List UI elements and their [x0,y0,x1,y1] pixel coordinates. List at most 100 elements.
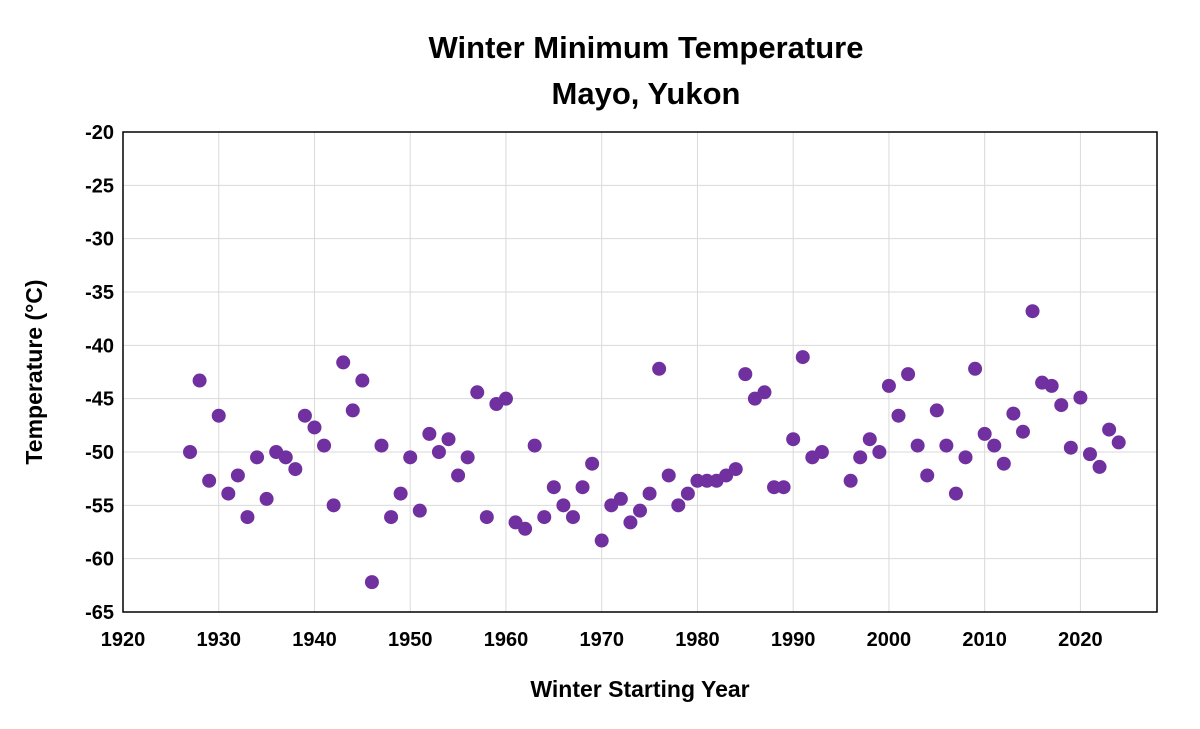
chart-title-line-2: Mayo, Yukon [552,76,741,111]
data-point [575,480,590,495]
data-point [403,450,418,465]
data-point [307,420,322,435]
data-point [1015,424,1030,439]
data-point [355,373,370,388]
y-tick-label: -40 [85,335,114,357]
data-point [1102,422,1117,437]
data-point [968,361,983,376]
data-point [767,480,782,495]
data-point [642,486,657,501]
plot-area [122,131,1158,613]
y-tick-label: -60 [85,549,114,571]
data-point [479,510,494,525]
data-point [843,473,858,488]
data-point [384,510,399,525]
y-tick-label: -30 [85,229,114,251]
data-point [671,498,686,513]
y-axis-tick-labels: -20 -25 -30 -35 -40 -45 -50 -55 -60 -65 [85,122,114,624]
data-point [1063,440,1078,455]
data-point [556,498,571,513]
x-axis-tick-labels: 1920 1930 1940 1950 1960 1970 1980 1990 2000 2010… [101,629,1103,651]
y-tick-label: -55 [85,495,114,517]
data-point [202,473,217,488]
data-point [374,438,389,453]
data-point [518,521,533,536]
data-point [546,480,561,495]
data-point [297,408,312,423]
data-point [565,510,580,525]
data-point [891,408,906,423]
data-point [441,432,456,447]
data-point [920,468,935,483]
data-point [317,438,332,453]
data-point [422,426,437,441]
data-point [192,373,207,388]
data-point [1054,398,1069,413]
data-point [336,355,351,370]
y-tick-label: -20 [85,122,114,144]
data-point [1092,459,1107,474]
data-point [652,361,667,376]
data-point [412,503,427,518]
x-tick-label: 1990 [771,629,816,651]
data-point [1025,304,1040,319]
data-point [230,468,245,483]
data-point [259,491,274,506]
data-point [862,432,877,447]
data-point [786,432,801,447]
data-point [1044,378,1059,393]
y-tick-label: -65 [85,602,114,624]
x-tick-label: 1960 [484,629,529,651]
data-point [1082,447,1097,462]
x-tick-label: 2010 [962,629,1007,651]
x-tick-label: 1950 [388,629,433,651]
x-tick-label: 2020 [1058,629,1103,651]
data-point [939,438,954,453]
data-point [929,403,944,418]
data-point [1073,390,1088,405]
data-point [240,510,255,525]
data-point [613,491,628,506]
data-point [326,498,341,513]
data-point [633,503,647,518]
data-point [498,391,513,406]
data-point [1006,406,1021,421]
data-point [594,533,609,548]
data-point [1111,435,1126,450]
data-point [278,450,293,465]
data-point [364,575,379,590]
data-point [470,385,485,400]
x-tick-label: 1920 [101,629,146,651]
data-point [661,468,676,483]
x-tick-label: 1940 [292,629,337,651]
x-tick-label: 2000 [867,629,912,651]
data-point [872,445,887,459]
data-point [948,486,963,501]
data-point [460,450,475,465]
data-point [393,486,408,501]
data-point [814,445,829,459]
data-point [977,426,992,441]
data-point [700,473,715,488]
x-tick-label: 1980 [675,629,720,651]
data-point [680,486,695,501]
x-axis-title: Winter Starting Year [530,676,749,702]
data-point [910,438,925,453]
x-tick-label: 1970 [579,629,624,651]
data-point [221,486,236,501]
data-point [901,367,916,382]
data-point [537,510,552,525]
data-point [958,450,973,465]
x-tick-label: 1930 [196,629,241,651]
data-point [431,445,446,459]
data-point [527,438,542,453]
data-point [728,462,743,477]
data-point [795,350,810,365]
data-point [288,462,303,477]
data-point [451,468,466,483]
data-point [250,450,265,465]
grid-lines [122,131,1157,613]
data-point [183,445,198,459]
